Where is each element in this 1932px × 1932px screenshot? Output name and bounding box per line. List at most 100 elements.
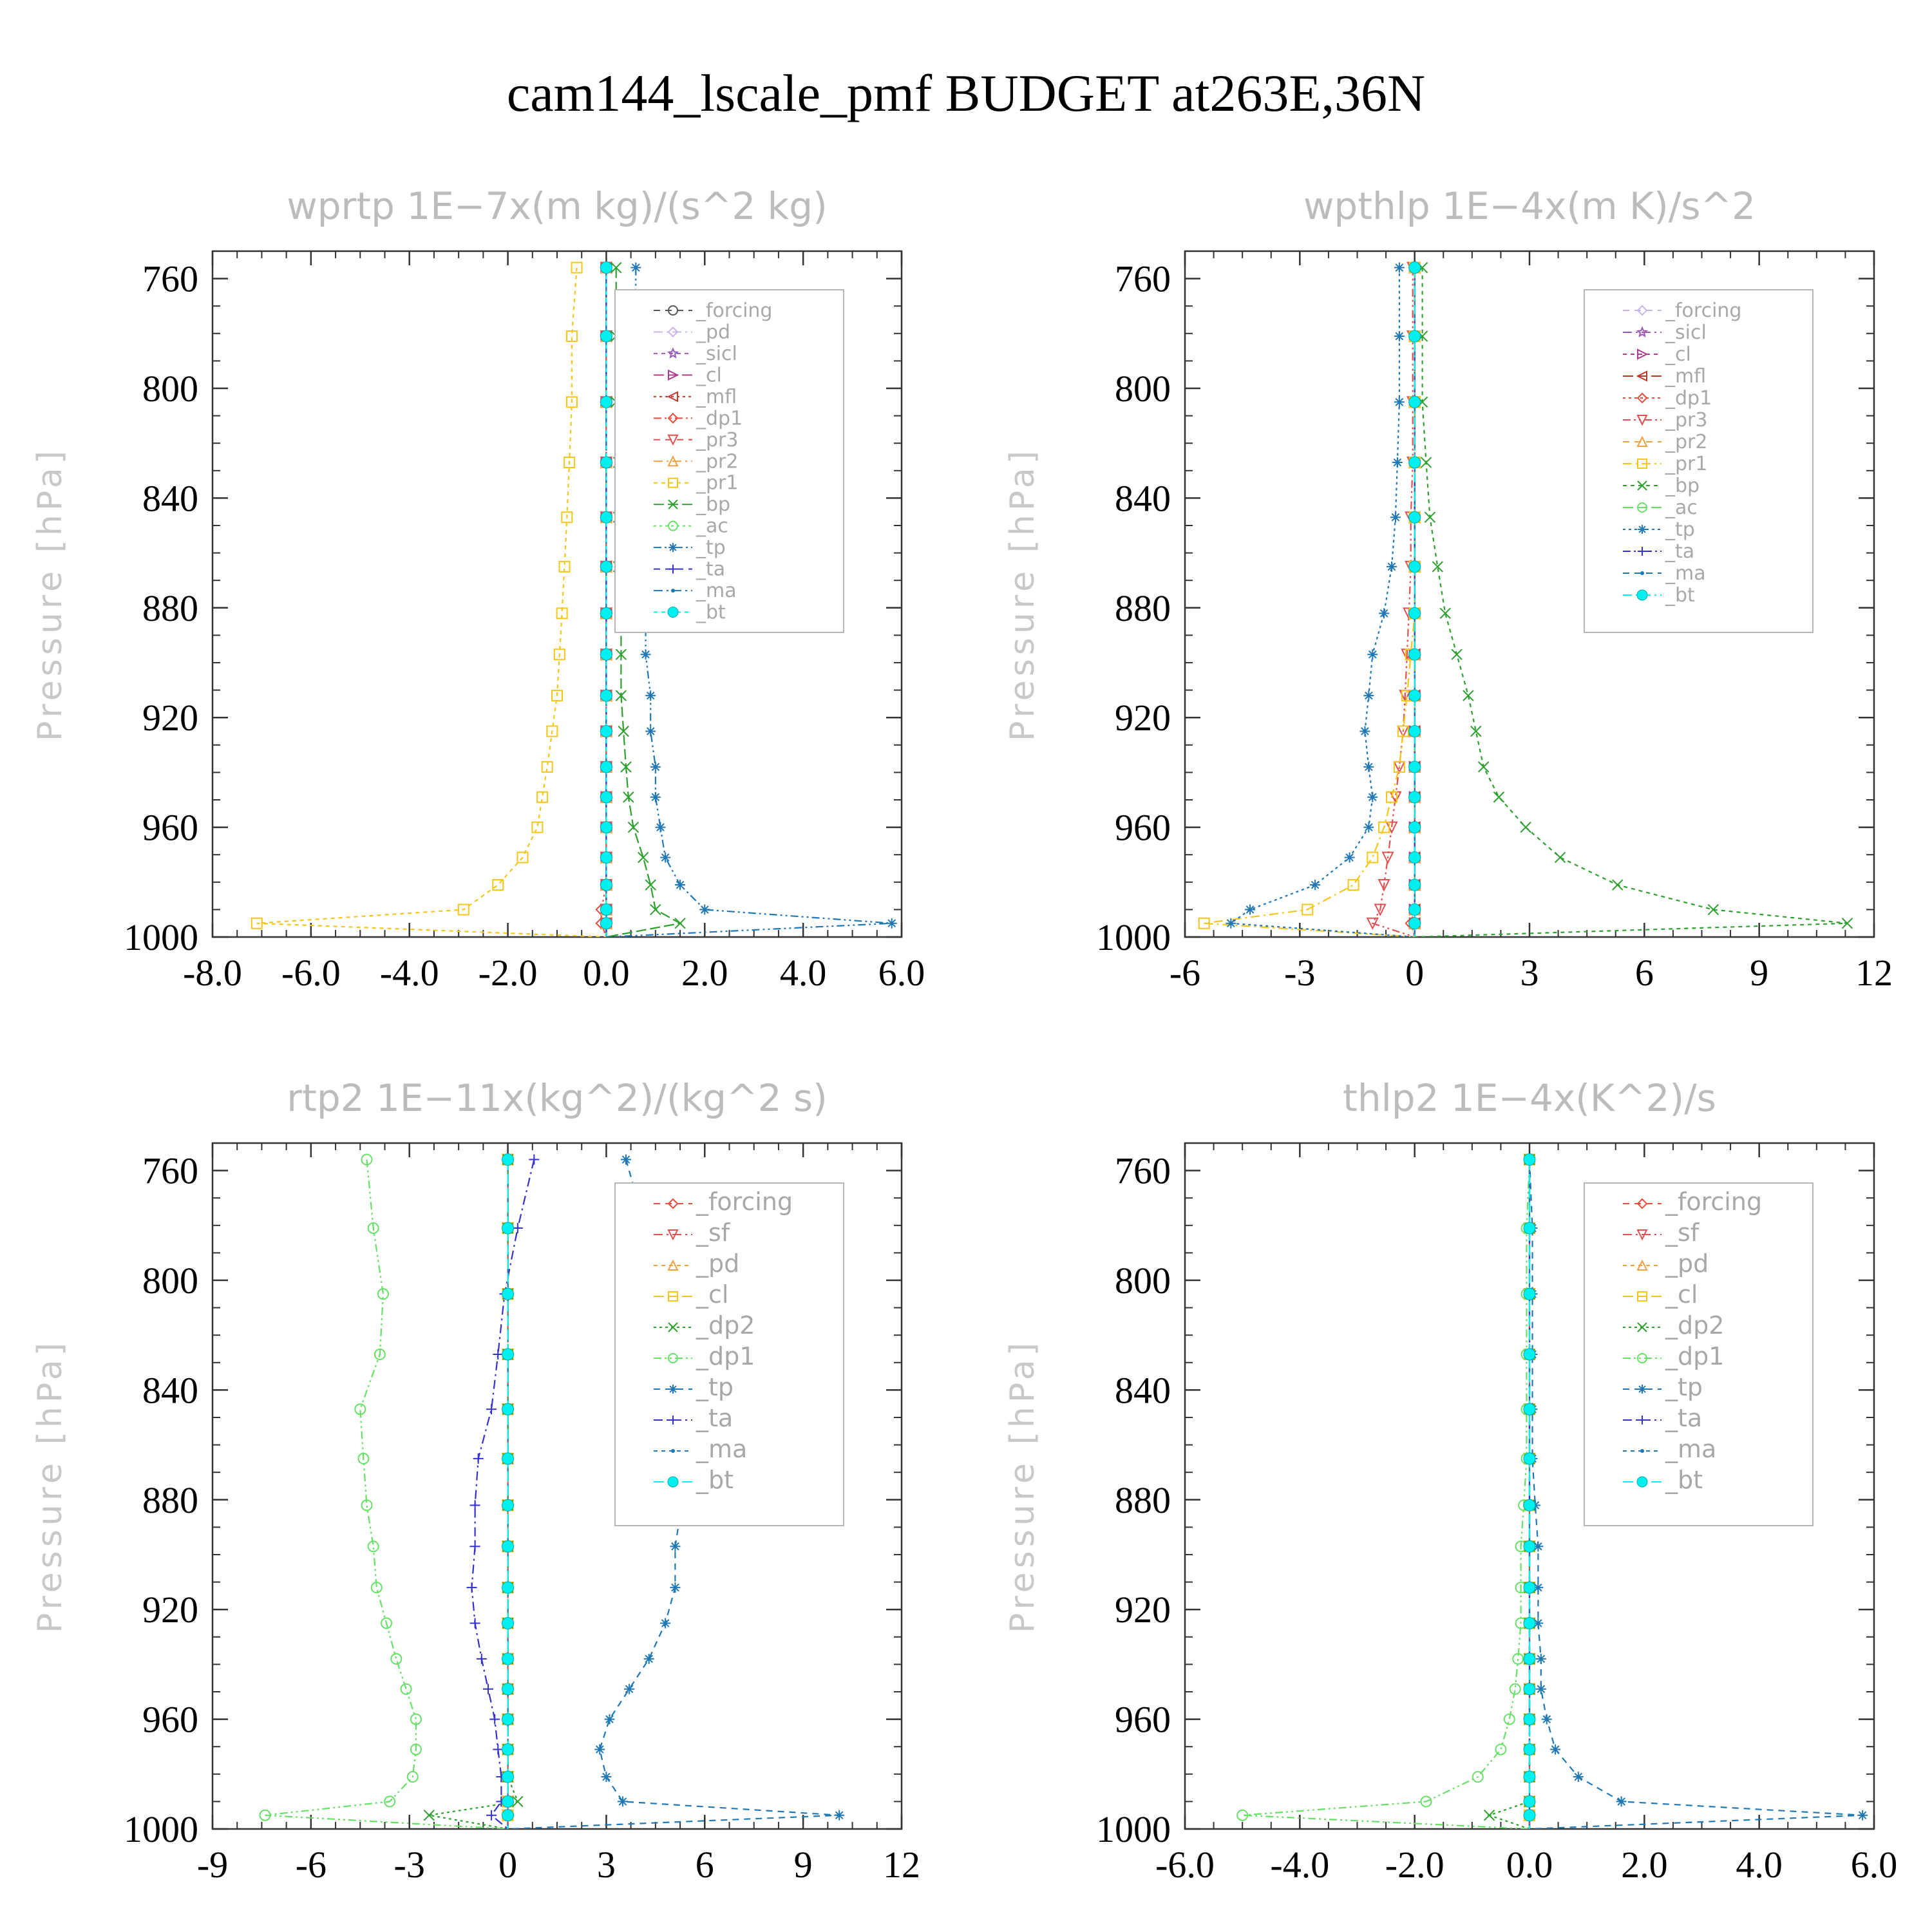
- series-line: [1528, 1159, 1863, 1829]
- data-point: [617, 1796, 628, 1807]
- data-point: [1523, 1743, 1536, 1756]
- data-point: [621, 1154, 631, 1165]
- data-point: [620, 761, 632, 773]
- data-point: [561, 511, 573, 524]
- data-point: [1378, 879, 1390, 892]
- x-tick-label: 0: [498, 1844, 517, 1886]
- y-tick-label: 880: [142, 1479, 198, 1521]
- data-point: [476, 1653, 487, 1664]
- legend-box: [1584, 1182, 1814, 1526]
- legend-marker: [668, 1322, 678, 1332]
- plot-area: [251, 261, 897, 937]
- data-point: [1523, 1499, 1536, 1511]
- series-line: [256, 267, 607, 937]
- data-point: [546, 725, 558, 737]
- legend-entry: _pd: [1623, 1249, 1709, 1278]
- data-point: [1367, 791, 1378, 802]
- legend-marker: [668, 520, 678, 531]
- legend-marker: [1637, 1353, 1647, 1363]
- legend-label: _mfl: [696, 386, 737, 408]
- legend-entry: _cl: [654, 364, 722, 386]
- x-tick-label: 9: [794, 1844, 813, 1886]
- legend-label: _tp: [1665, 1373, 1703, 1401]
- series-bp: [1414, 261, 1853, 937]
- legend-marker: [1637, 1322, 1647, 1332]
- data-point: [361, 1499, 373, 1511]
- data-point: [1390, 512, 1401, 523]
- data-point: [1367, 649, 1378, 660]
- series-pr3: [1366, 261, 1419, 937]
- data-point: [611, 261, 622, 274]
- data-point: [486, 1810, 497, 1821]
- y-tick-label: 920: [142, 697, 198, 739]
- data-point: [630, 262, 641, 273]
- legend-label: _bt: [1665, 584, 1695, 607]
- data-point: [699, 904, 710, 915]
- data-point: [1245, 904, 1256, 915]
- x-tick-label: 2.0: [681, 952, 728, 994]
- y-axis-label: Pressure [hPa]: [1003, 1339, 1042, 1633]
- data-point: [1408, 261, 1421, 274]
- legend-entry: _ta: [654, 1404, 733, 1432]
- legend-marker: [1636, 392, 1648, 404]
- data-point: [1408, 456, 1421, 469]
- legend-label: _dp1: [1665, 1342, 1724, 1370]
- data-point: [1363, 822, 1374, 833]
- legend-marker: [667, 1476, 679, 1488]
- data-point: [1378, 821, 1390, 833]
- legend-marker: [668, 499, 678, 509]
- data-point: [1451, 649, 1463, 660]
- data-point: [536, 791, 549, 803]
- series-bt: [1523, 1153, 1536, 1829]
- x-tick-label: 6.0: [1851, 1844, 1898, 1886]
- data-point: [553, 649, 565, 661]
- series-bt: [600, 261, 612, 937]
- data-point: [1366, 917, 1379, 930]
- legend-entry: _mfl: [1623, 365, 1706, 388]
- legend-label: _forcing: [1665, 1188, 1762, 1216]
- y-tick-label: 760: [1115, 258, 1171, 300]
- legend-label: _sf: [1665, 1218, 1700, 1247]
- data-point: [357, 1452, 370, 1464]
- data-point: [1523, 1153, 1536, 1166]
- legend-box: [614, 289, 844, 633]
- legend-marker: [671, 1449, 675, 1453]
- data-point: [1408, 560, 1421, 573]
- legend-label: _cl: [696, 364, 722, 386]
- data-point: [516, 851, 529, 864]
- legend-marker: [667, 1229, 679, 1241]
- y-tick-label: 1000: [124, 916, 198, 958]
- data-point: [1394, 331, 1405, 342]
- data-point: [1523, 1770, 1536, 1783]
- data-point: [1236, 1809, 1249, 1821]
- x-tick-label: -3: [394, 1844, 425, 1886]
- data-point: [600, 395, 612, 408]
- data-point: [469, 1618, 480, 1629]
- legend-marker: [668, 1416, 677, 1425]
- data-point: [410, 1713, 422, 1725]
- legend-label: _dp1: [696, 1342, 755, 1370]
- legend-entry: _forcing: [654, 299, 772, 322]
- y-axis-label: Pressure [hPa]: [31, 447, 70, 741]
- y-axis-label: Pressure [hPa]: [1003, 447, 1042, 741]
- data-point: [473, 1453, 484, 1464]
- data-point: [502, 1153, 515, 1166]
- legend-label: _tp: [1665, 518, 1695, 541]
- data-point: [410, 1743, 422, 1756]
- legend-entry: _pr2: [654, 450, 738, 473]
- data-point: [834, 1810, 845, 1821]
- data-point: [502, 1795, 515, 1808]
- plot-area: [259, 1153, 845, 1829]
- series-line: [1487, 1159, 1531, 1829]
- legend-box: [614, 1182, 844, 1526]
- series-line: [1371, 267, 1416, 937]
- data-point: [390, 1653, 402, 1665]
- data-point: [1523, 1540, 1536, 1553]
- legend-marker: [667, 412, 679, 424]
- data-point: [1198, 917, 1210, 929]
- legend-entry: _cl: [1623, 343, 1691, 366]
- data-point: [600, 261, 612, 274]
- data-point: [1432, 561, 1444, 573]
- data-point: [1344, 852, 1355, 863]
- legend-label: _dp1: [696, 407, 743, 430]
